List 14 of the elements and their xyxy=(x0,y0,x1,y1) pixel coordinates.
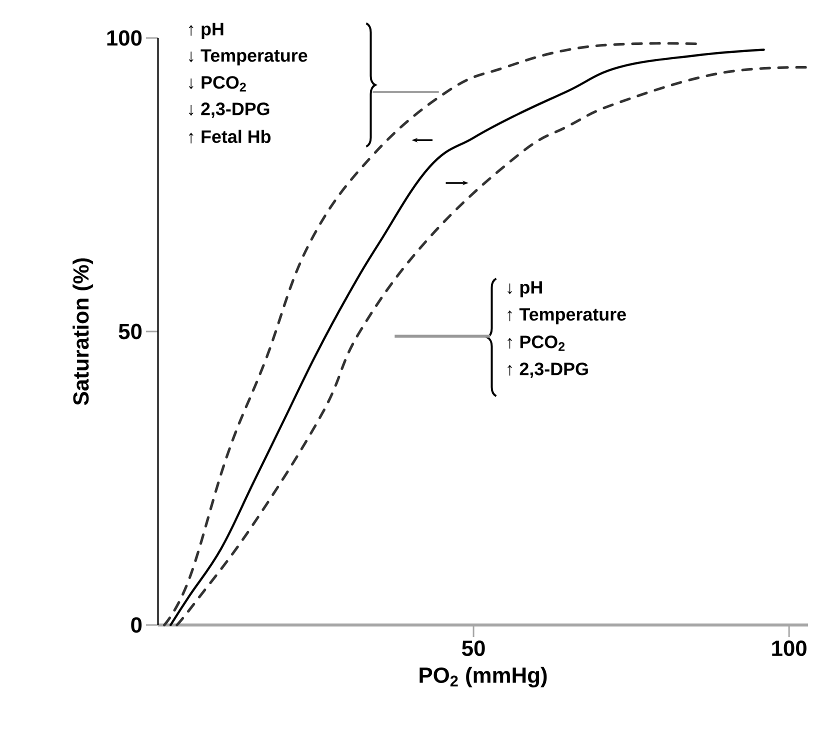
annotation: ↓ PCO$_{2}$ xyxy=(188,76,246,92)
annotation: ↑ pH xyxy=(188,22,224,39)
y-tick-label: 50 xyxy=(118,324,142,340)
annotation: ↑ PCO$_{2}$ xyxy=(508,336,565,351)
annotation: ↓ Temperature xyxy=(188,49,308,66)
x-axis-title: PO$_{2}$ (mmHg) xyxy=(420,666,547,688)
annotation: ↓ 2,3-DPG xyxy=(188,102,270,118)
annotation: ↑ 2,3-DPG xyxy=(508,362,588,378)
y-tick-label: 100 xyxy=(107,30,142,46)
annotation: ↑ Fetal Hb xyxy=(188,130,271,144)
y-axis-title: Saturation (%) xyxy=(72,258,94,406)
annotation: ↑ Temperature xyxy=(508,308,626,324)
annotation: ↓ pH xyxy=(508,281,542,298)
y-tick-label: 0 xyxy=(131,617,142,633)
